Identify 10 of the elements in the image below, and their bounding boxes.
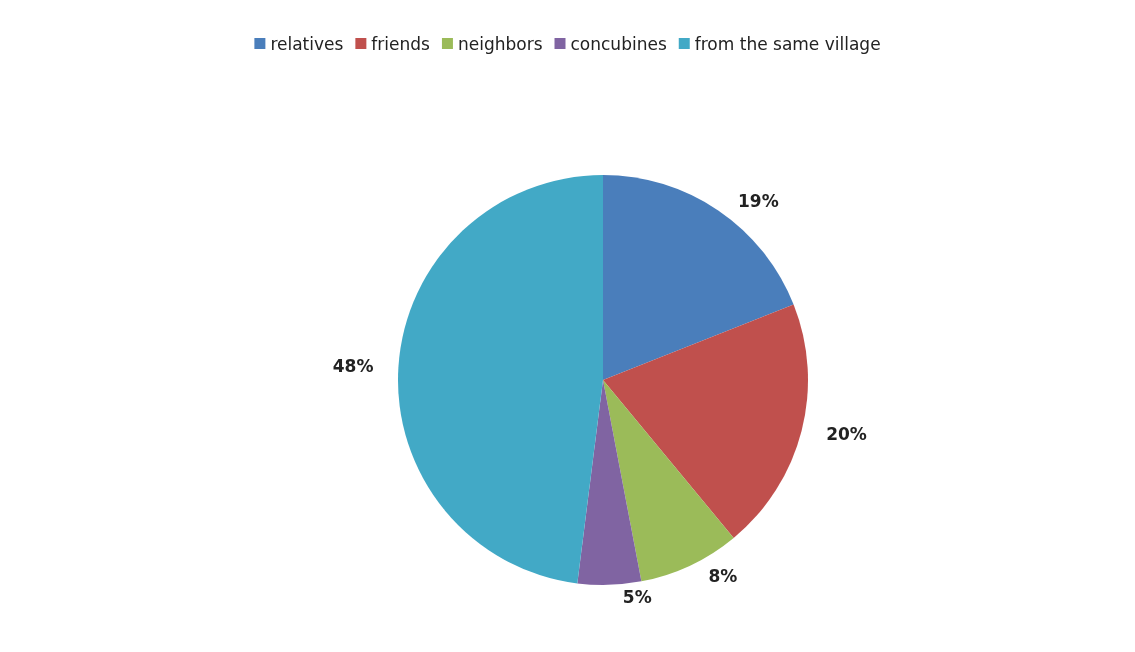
legend-label: concubines [570,33,667,54]
data-label: 20% [826,423,867,444]
data-label: 19% [737,190,779,211]
legend-label: friends [371,33,431,54]
legend-label: neighbors [457,33,543,54]
data-label: 48% [332,356,374,377]
data-label: 8% [708,566,738,587]
legend-label: relatives [270,33,344,54]
data-label: 5% [622,586,652,607]
legend-label: from the same village [694,33,881,54]
